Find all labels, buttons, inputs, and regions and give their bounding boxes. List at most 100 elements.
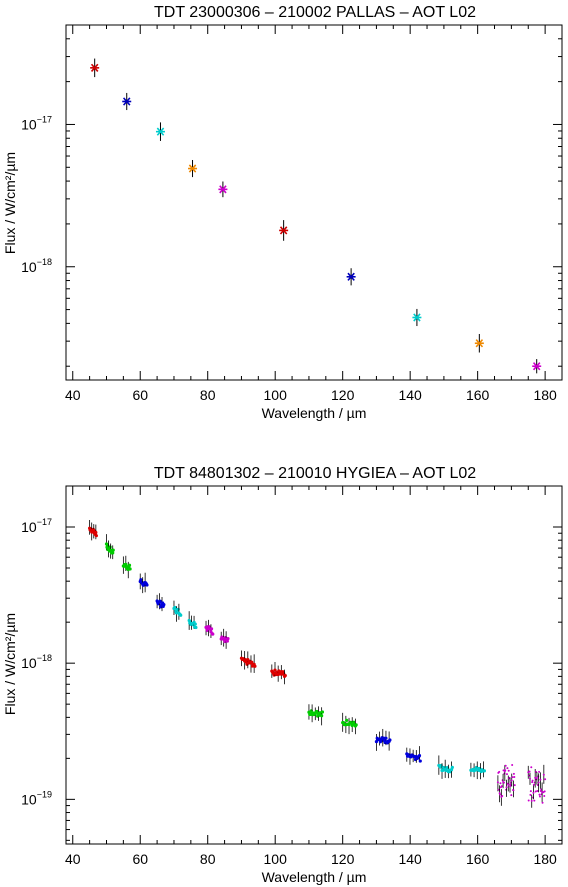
- spectrum-point: [530, 766, 533, 769]
- data-point: [474, 333, 484, 353]
- spectrum-point: [506, 767, 509, 770]
- spectrum-point: [320, 710, 325, 714]
- spectrum-band: [155, 593, 166, 612]
- plot-frame: [65, 485, 563, 845]
- spectrum-point: [418, 759, 422, 763]
- spectrum-point: [127, 563, 132, 567]
- spectrum-point: [513, 775, 516, 778]
- spectrum-point: [496, 781, 499, 784]
- chart-pallas: TDT 23000306 – 210002 PALLAS – AOT L02 4…: [2, 4, 563, 421]
- spectrum-band: [138, 572, 149, 594]
- spectrum-point: [507, 769, 510, 772]
- axis-ticks: [66, 485, 563, 844]
- spectrum-band: [496, 763, 516, 806]
- spectrum-point: [531, 779, 534, 782]
- y-tick-labels: 10−17 10−18: [21, 114, 52, 274]
- spectrum-band: [469, 761, 486, 780]
- spectrum-point: [500, 785, 503, 788]
- spectrum-point: [510, 779, 513, 782]
- spectrum-point: [209, 627, 214, 631]
- spectrum-point: [505, 773, 508, 776]
- data-point: [188, 159, 198, 178]
- spectrum-point: [194, 625, 198, 630]
- spectrum-point: [499, 793, 502, 796]
- spectrum-point: [193, 622, 197, 626]
- spectrum-point: [542, 773, 545, 776]
- x-tick-label: 80: [200, 851, 216, 867]
- spectrum-point: [529, 790, 532, 793]
- y-tick-label: 10−17: [21, 517, 52, 535]
- spectrum-point: [532, 783, 535, 786]
- spectrum-point: [211, 632, 215, 636]
- spectrum-point: [417, 753, 422, 758]
- spectrum-point: [354, 723, 358, 727]
- spectrum-point: [320, 714, 324, 718]
- y-tick-label: 10−18: [21, 653, 52, 671]
- spectrum-point: [388, 738, 392, 742]
- point-marker: [156, 127, 165, 136]
- spectrum-point: [94, 530, 98, 535]
- x-tick-label: 160: [466, 851, 490, 867]
- x-axis-label: Wavelength / µm: [262, 405, 367, 421]
- chart-title: TDT 84801302 – 210010 HYGIEA – AOT L02: [154, 465, 476, 482]
- spectrum-point: [532, 791, 535, 794]
- point-marker: [475, 339, 484, 348]
- data-point: [218, 181, 228, 198]
- x-tick-label: 120: [331, 851, 355, 867]
- data-point: [346, 268, 356, 286]
- spectrum-point: [533, 799, 536, 802]
- x-tick-label: 100: [264, 851, 288, 867]
- spectrum-point: [450, 765, 454, 769]
- spectrum-point: [345, 718, 349, 723]
- spectrum-band: [121, 555, 132, 579]
- spectrum-point: [511, 776, 514, 779]
- spectrum-point: [528, 770, 531, 773]
- spectrum-point: [111, 551, 115, 555]
- data-point: [412, 308, 422, 327]
- spectrum-band: [527, 764, 547, 808]
- spectrum-band: [270, 662, 287, 685]
- spectrum-point: [158, 599, 162, 603]
- data-point: [532, 359, 542, 374]
- point-marker: [413, 313, 421, 322]
- spectrum-point: [527, 799, 530, 802]
- x-tick-label: 100: [264, 387, 288, 403]
- spectrum-point: [283, 673, 287, 678]
- x-tick-labels: 40 60 80 100 120 140 160 180: [65, 851, 557, 867]
- y-axis-label: Flux / W/cm²/µm: [2, 152, 18, 254]
- spectrum-point: [538, 770, 541, 773]
- spectrum-point: [507, 783, 510, 786]
- chart-title: TDT 23000306 – 210002 PALLAS – AOT L02: [154, 4, 476, 21]
- spectrum-point: [498, 770, 501, 773]
- spectrum-point: [509, 781, 512, 784]
- spectrum-point: [530, 799, 533, 802]
- y-tick-label: 10−18: [21, 257, 52, 275]
- x-tick-label: 140: [398, 851, 422, 867]
- x-tick-label: 40: [65, 387, 81, 403]
- data-point: [279, 220, 289, 241]
- spectrum-point: [499, 782, 502, 785]
- spectrum-point: [111, 548, 115, 552]
- chart-hygiea: TDT 84801302 – 210010 HYGIEA – AOT L02 4…: [2, 465, 563, 885]
- spectrum-band: [239, 650, 257, 673]
- spectrum-point: [273, 668, 277, 672]
- spectrum-point: [534, 776, 537, 779]
- data-points: [90, 58, 542, 374]
- spectrum-point: [529, 793, 532, 796]
- spectrum-point: [536, 790, 539, 793]
- data-points: [88, 519, 547, 808]
- y-tick-label: 10−17: [21, 114, 52, 132]
- spectrum-point: [226, 637, 230, 641]
- spectrum-point: [444, 768, 448, 773]
- point-marker: [532, 362, 541, 371]
- x-tick-labels: 40 60 80 100 120 140 160 180: [65, 387, 557, 403]
- spectrum-point: [513, 784, 516, 787]
- point-marker: [219, 185, 227, 194]
- spectrum-point: [505, 786, 508, 789]
- spectrum-point: [253, 664, 257, 668]
- data-point: [122, 92, 132, 111]
- data-point: [90, 58, 100, 78]
- spectrum-band: [307, 704, 325, 726]
- spectrum-point: [108, 545, 112, 549]
